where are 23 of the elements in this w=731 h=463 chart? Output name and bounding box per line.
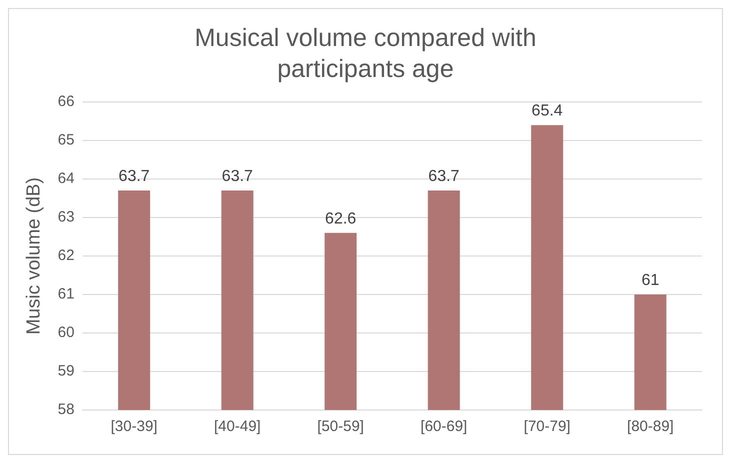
data-label: 63.7 bbox=[222, 168, 254, 185]
y-tick-label: 65 bbox=[58, 132, 74, 149]
x-tick-label: [60-69] bbox=[420, 418, 468, 436]
x-tick-label: [30-39] bbox=[110, 418, 158, 436]
data-label: 63.7 bbox=[428, 168, 460, 185]
y-tick-label: 63 bbox=[58, 208, 74, 226]
data-label: 61 bbox=[641, 272, 660, 289]
y-tick-label: 62 bbox=[58, 247, 74, 264]
data-label: 62.6 bbox=[325, 210, 356, 228]
y-tick-label: 64 bbox=[58, 170, 74, 188]
y-tick-label: 59 bbox=[58, 362, 74, 380]
x-tick-label: [40-49] bbox=[214, 418, 261, 436]
data-label: 65.4 bbox=[532, 102, 563, 120]
y-tick-label: 60 bbox=[58, 324, 74, 342]
y-tick-label: 58 bbox=[58, 401, 74, 418]
chart-title: Musical volume compared with participants age bbox=[194, 23, 538, 85]
data-label: 63.7 bbox=[118, 168, 150, 185]
y-axis-title: Music volume (dB) bbox=[24, 177, 45, 335]
x-tick-label: [50-59] bbox=[317, 418, 364, 436]
y-tick-label: 61 bbox=[58, 286, 74, 303]
x-tick-label: [70-79] bbox=[524, 418, 570, 436]
y-tick-label: 66 bbox=[58, 93, 74, 110]
x-tick-label: [80-89] bbox=[627, 418, 674, 436]
